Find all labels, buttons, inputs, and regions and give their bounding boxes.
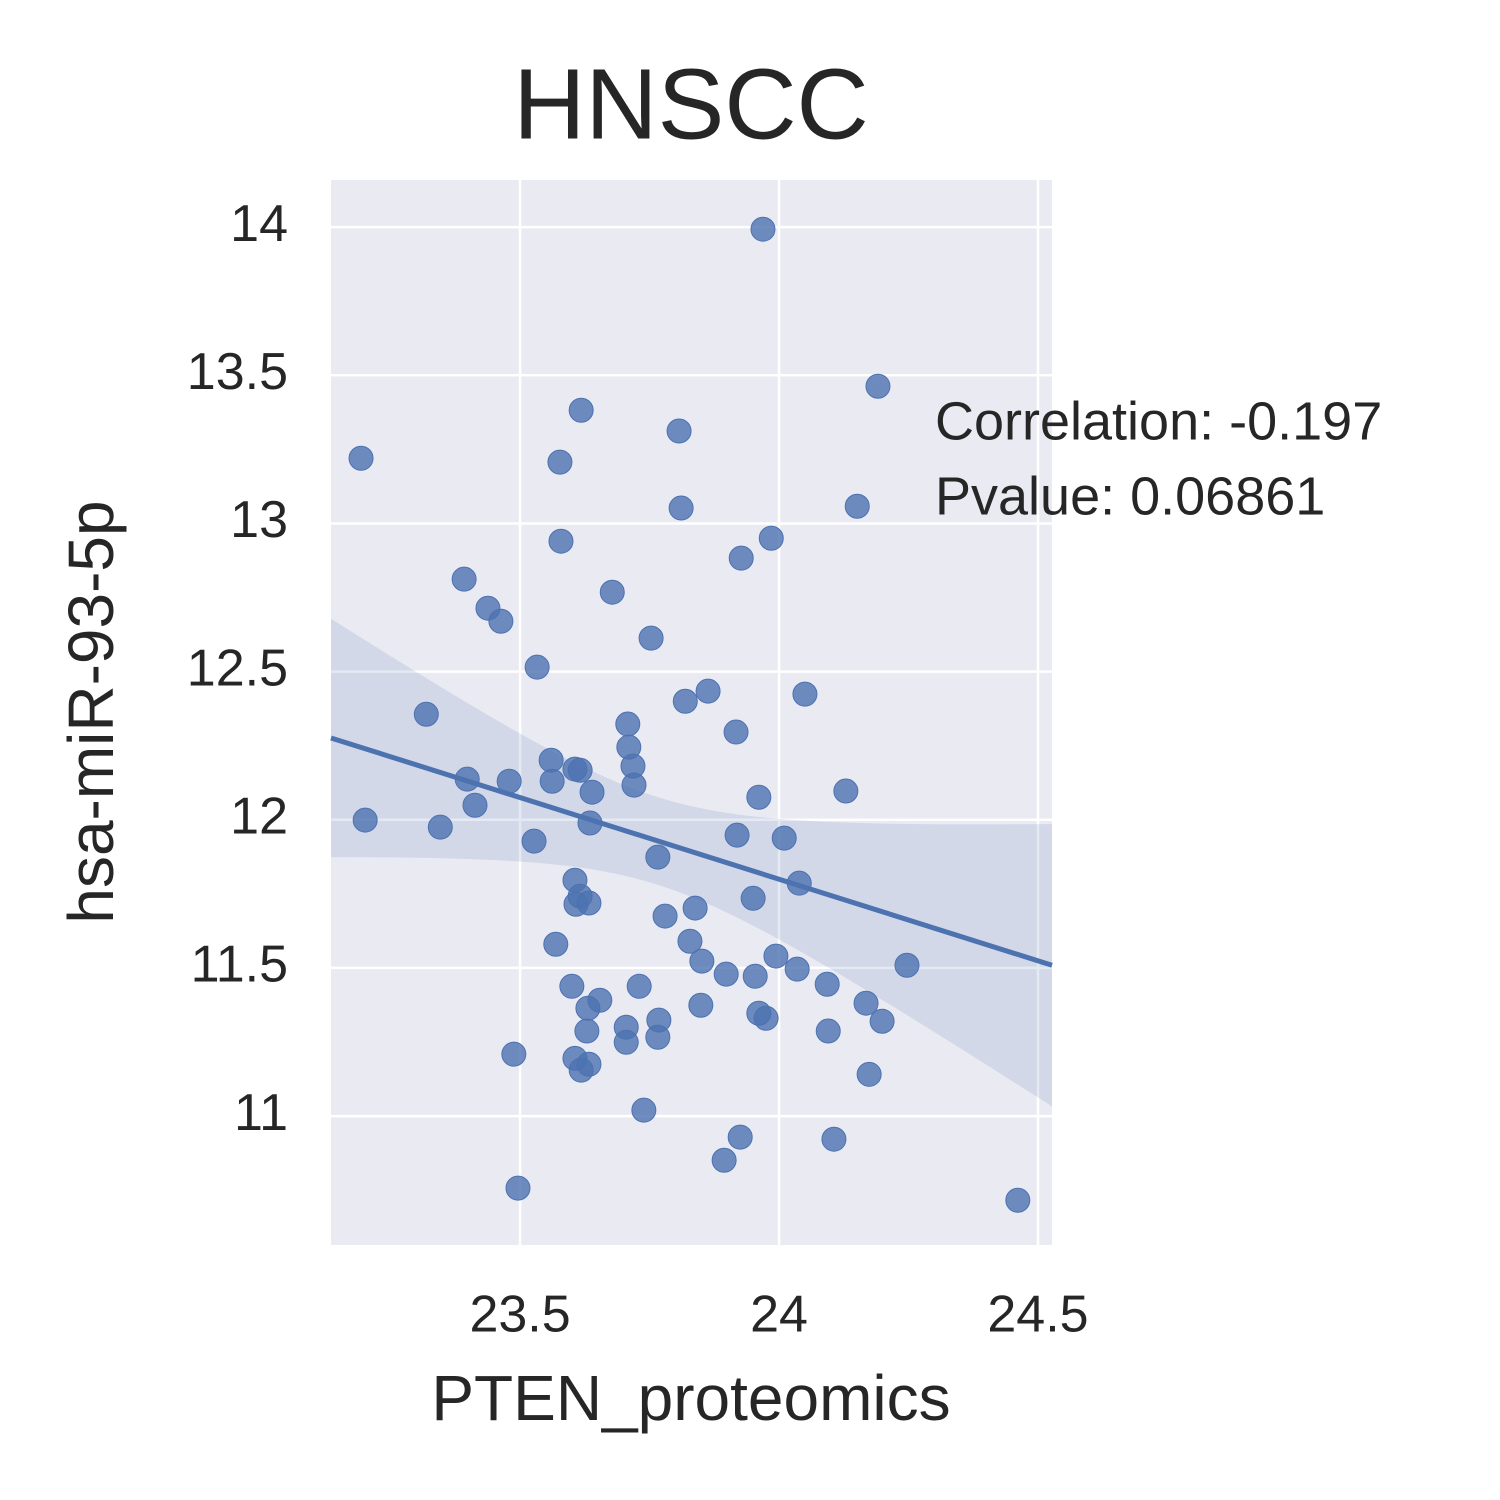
point	[784, 956, 810, 982]
point	[576, 890, 602, 916]
point	[723, 719, 749, 745]
chart-title: HNSCC	[513, 48, 869, 160]
point	[577, 810, 603, 836]
x-tick-label: 24.5	[987, 1286, 1088, 1344]
point	[615, 711, 641, 737]
point	[894, 952, 920, 978]
point	[548, 528, 574, 554]
point	[815, 1018, 841, 1044]
point	[865, 373, 891, 399]
point	[652, 903, 678, 929]
point	[427, 814, 453, 840]
plot-background	[331, 180, 1052, 1245]
point	[682, 895, 708, 921]
point	[501, 1041, 527, 1067]
point	[626, 973, 652, 999]
point	[672, 688, 698, 714]
point	[713, 961, 739, 987]
point	[352, 807, 378, 833]
point	[574, 1018, 600, 1044]
point	[763, 943, 789, 969]
point	[792, 681, 818, 707]
point	[727, 1124, 753, 1150]
point	[1005, 1187, 1031, 1213]
point	[413, 701, 439, 727]
point	[750, 216, 776, 242]
regression-line	[330, 735, 1053, 968]
point	[568, 397, 594, 423]
point	[689, 948, 715, 974]
point	[462, 792, 488, 818]
point	[348, 445, 374, 471]
point	[869, 1008, 895, 1034]
point	[742, 963, 768, 989]
point	[740, 885, 766, 911]
point	[543, 931, 569, 957]
point	[753, 1005, 779, 1031]
point	[621, 772, 647, 798]
confidence-band	[331, 618, 1052, 1107]
point	[677, 928, 703, 954]
point	[599, 579, 625, 605]
point	[856, 1061, 882, 1087]
y-tick-label: 13.5	[187, 343, 288, 401]
point	[505, 1175, 531, 1201]
point	[547, 449, 573, 475]
y-axis-label: hsa-miR-93-5p	[55, 500, 127, 923]
point	[833, 778, 859, 804]
point	[613, 1029, 639, 1055]
x-tick-label: 23.5	[469, 1286, 570, 1344]
point	[758, 525, 784, 551]
y-tick-label: 12	[230, 788, 288, 846]
point	[771, 825, 797, 851]
point	[454, 766, 480, 792]
point	[668, 495, 694, 521]
point	[575, 995, 601, 1021]
annotation: Pvalue: 0.06861	[935, 466, 1325, 526]
point	[496, 768, 522, 794]
y-tick-label: 14	[230, 195, 288, 253]
point	[579, 779, 605, 805]
point	[521, 828, 547, 854]
y-tick-label: 11	[234, 1084, 288, 1142]
x-tick-label: 24	[750, 1286, 808, 1344]
y-tick-label: 12.5	[187, 639, 288, 697]
point	[488, 608, 514, 634]
point	[631, 1097, 657, 1123]
point	[853, 990, 879, 1016]
point	[688, 992, 714, 1018]
y-tick-label: 13	[230, 491, 288, 549]
point	[638, 625, 664, 651]
point	[695, 678, 721, 704]
point	[786, 870, 812, 896]
y-tick-label: 11.5	[191, 936, 288, 994]
point	[814, 971, 840, 997]
point	[568, 1057, 594, 1083]
annotation: Correlation: -0.197	[935, 391, 1382, 451]
point	[645, 844, 671, 870]
point	[451, 566, 477, 592]
x-axis-label: PTEN_proteomics	[431, 1362, 950, 1434]
point	[539, 768, 565, 794]
point	[821, 1126, 847, 1152]
point	[567, 757, 593, 783]
point	[746, 784, 772, 810]
point	[728, 545, 754, 571]
point	[711, 1147, 737, 1173]
point	[538, 747, 564, 773]
point	[645, 1024, 671, 1050]
point	[666, 418, 692, 444]
point	[724, 822, 750, 848]
point	[524, 654, 550, 680]
point	[844, 493, 870, 519]
point	[559, 973, 585, 999]
